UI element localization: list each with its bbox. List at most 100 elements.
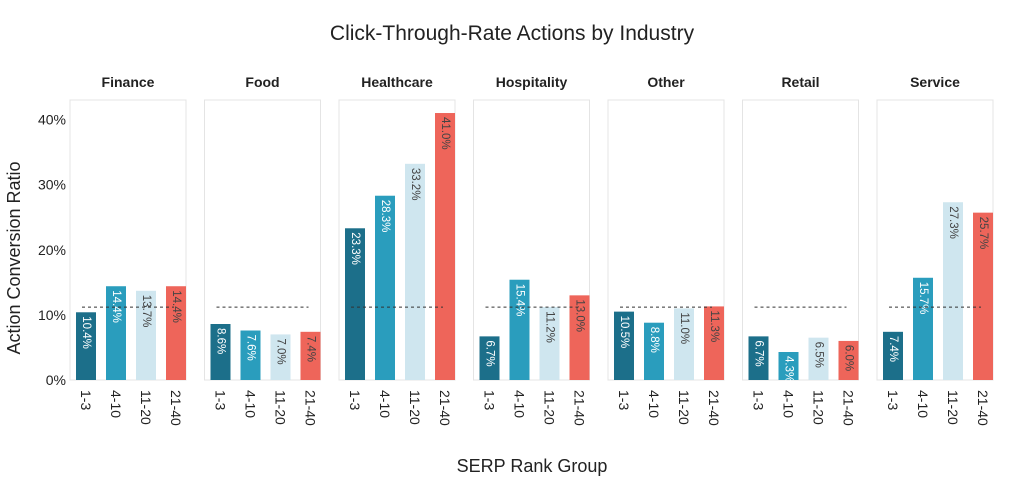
x-tick-label: 21-40 xyxy=(975,390,991,426)
bar-value-label: 6.0% xyxy=(843,345,855,371)
x-axis-label: SERP Rank Group xyxy=(457,456,608,476)
bar-value-label: 13.7% xyxy=(140,295,152,328)
y-axis-label: Action Conversion Ratio xyxy=(4,161,24,354)
x-tick-label: 4-10 xyxy=(243,390,259,418)
x-tick-label: 4-10 xyxy=(377,390,393,418)
bar xyxy=(943,202,963,380)
panel-frame xyxy=(742,99,859,381)
bar xyxy=(76,312,96,380)
y-tick-label: 30% xyxy=(38,177,66,193)
bar-value-label: 13.0% xyxy=(574,299,586,332)
bar-value-label: 10.5% xyxy=(618,316,630,349)
y-tick-label: 0% xyxy=(46,372,66,388)
panel-retail: Retail 6.7% 1-3 4.3% 4-10 6.5% 11-20 6.0% 21-40 xyxy=(742,74,859,426)
panel-title: Food xyxy=(245,74,279,90)
bar-value-label: 7.6% xyxy=(245,335,257,361)
panel-service: Service 7.4% 1-3 15.7% 4-10 27.3% 11-20 25.7% 21… xyxy=(876,74,994,426)
x-tick-label: 21-40 xyxy=(303,390,319,426)
bar xyxy=(778,352,799,380)
panel-title: Healthcare xyxy=(361,74,433,90)
x-tick-label: 21-40 xyxy=(168,390,184,426)
panel-food: Food 8.6% 1-3 7.6% 4-10 7.0% 11-20 7.4% 21-40 xyxy=(204,74,321,426)
bar-value-label: 8.6% xyxy=(215,328,227,354)
panel-frame xyxy=(69,99,187,381)
bar-value-label: 23.3% xyxy=(349,232,361,265)
bar xyxy=(210,324,231,380)
y-tick-label: 10% xyxy=(38,307,66,323)
bar xyxy=(509,279,530,380)
y-tick-label: 20% xyxy=(38,242,66,258)
bar xyxy=(913,277,933,380)
bar-value-label: 7.4% xyxy=(887,336,899,362)
chart-title: Click-Through-Rate Actions by Industry xyxy=(330,22,695,45)
bar-value-label: 11.2% xyxy=(544,311,556,343)
bar-value-label: 25.7% xyxy=(977,217,989,250)
x-tick-label: 11-20 xyxy=(945,390,961,425)
x-tick-label: 4-10 xyxy=(915,390,931,418)
x-tick-label: 21-40 xyxy=(572,390,588,426)
panels-group: Finance 10.4% 1-3 14.4% 4-10 13.7% 11-20 14.4% 2… xyxy=(69,74,994,426)
panel-healthcare: Healthcare 23.3% 1-3 28.3% 4-10 33.2% 11-20 41.… xyxy=(338,74,456,426)
bar-value-label: 28.3% xyxy=(379,200,391,233)
bar xyxy=(808,337,829,380)
x-tick-label: 11-20 xyxy=(676,390,692,425)
panel-other: Other 10.5% 1-3 8.8% 4-10 11.0% 11-20 11.3% 21-4… xyxy=(607,74,725,426)
bar xyxy=(435,113,455,380)
bar xyxy=(973,212,993,380)
x-tick-label: 1-3 xyxy=(616,390,632,410)
bar xyxy=(270,334,291,380)
x-tick-label: 4-10 xyxy=(781,390,797,418)
x-tick-label: 1-3 xyxy=(347,390,363,410)
bar xyxy=(614,311,634,380)
bar-value-label: 10.4% xyxy=(80,316,92,349)
x-tick-label: 21-40 xyxy=(841,390,857,426)
x-tick-label: 1-3 xyxy=(213,390,229,410)
bar xyxy=(166,286,186,380)
panel-frame xyxy=(607,99,725,381)
bar xyxy=(300,331,321,380)
bar xyxy=(748,336,769,380)
bar xyxy=(375,195,395,380)
bar-value-label: 6.7% xyxy=(484,340,496,366)
bar-value-label: 6.5% xyxy=(813,342,825,368)
x-tick-label: 11-20 xyxy=(273,390,289,425)
x-tick-label: 21-40 xyxy=(706,390,722,426)
x-tick-label: 1-3 xyxy=(482,390,498,410)
bar-value-label: 14.4% xyxy=(110,290,122,323)
x-tick-label: 21-40 xyxy=(437,390,453,426)
x-tick-label: 11-20 xyxy=(138,390,154,425)
bar xyxy=(345,228,365,380)
bar-value-label: 15.4% xyxy=(514,284,526,317)
bar xyxy=(136,290,156,380)
x-tick-label: 1-3 xyxy=(751,390,767,410)
bar-value-label: 4.3% xyxy=(783,356,795,382)
x-tick-label: 1-3 xyxy=(78,390,94,410)
bar-value-label: 8.8% xyxy=(648,327,660,353)
panel-title: Finance xyxy=(102,74,155,90)
bar xyxy=(539,307,560,380)
bar-value-label: 15.7% xyxy=(917,282,929,315)
bar-value-label: 7.4% xyxy=(305,336,317,362)
bar-value-label: 11.0% xyxy=(678,312,690,344)
x-tick-label: 11-20 xyxy=(542,390,558,425)
bar xyxy=(405,163,425,380)
x-tick-label: 11-20 xyxy=(407,390,423,425)
bar xyxy=(644,322,664,380)
x-tick-label: 4-10 xyxy=(512,390,528,418)
panel-finance: Finance 10.4% 1-3 14.4% 4-10 13.7% 11-20 14.4% 2… xyxy=(69,74,187,426)
bar xyxy=(240,330,261,380)
bar-value-label: 7.0% xyxy=(275,338,287,364)
bar xyxy=(569,295,590,380)
bar-value-label: 6.7% xyxy=(753,340,765,366)
x-tick-label: 4-10 xyxy=(108,390,124,418)
bar xyxy=(674,308,694,380)
bar-value-label: 11.3% xyxy=(708,310,720,342)
panel-frame xyxy=(473,99,590,381)
x-tick-label: 1-3 xyxy=(885,390,901,410)
bar-value-label: 33.2% xyxy=(409,168,421,201)
bar xyxy=(704,306,724,380)
y-tick-label: 40% xyxy=(38,112,66,128)
bar xyxy=(883,331,903,380)
panel-title: Service xyxy=(910,74,960,90)
